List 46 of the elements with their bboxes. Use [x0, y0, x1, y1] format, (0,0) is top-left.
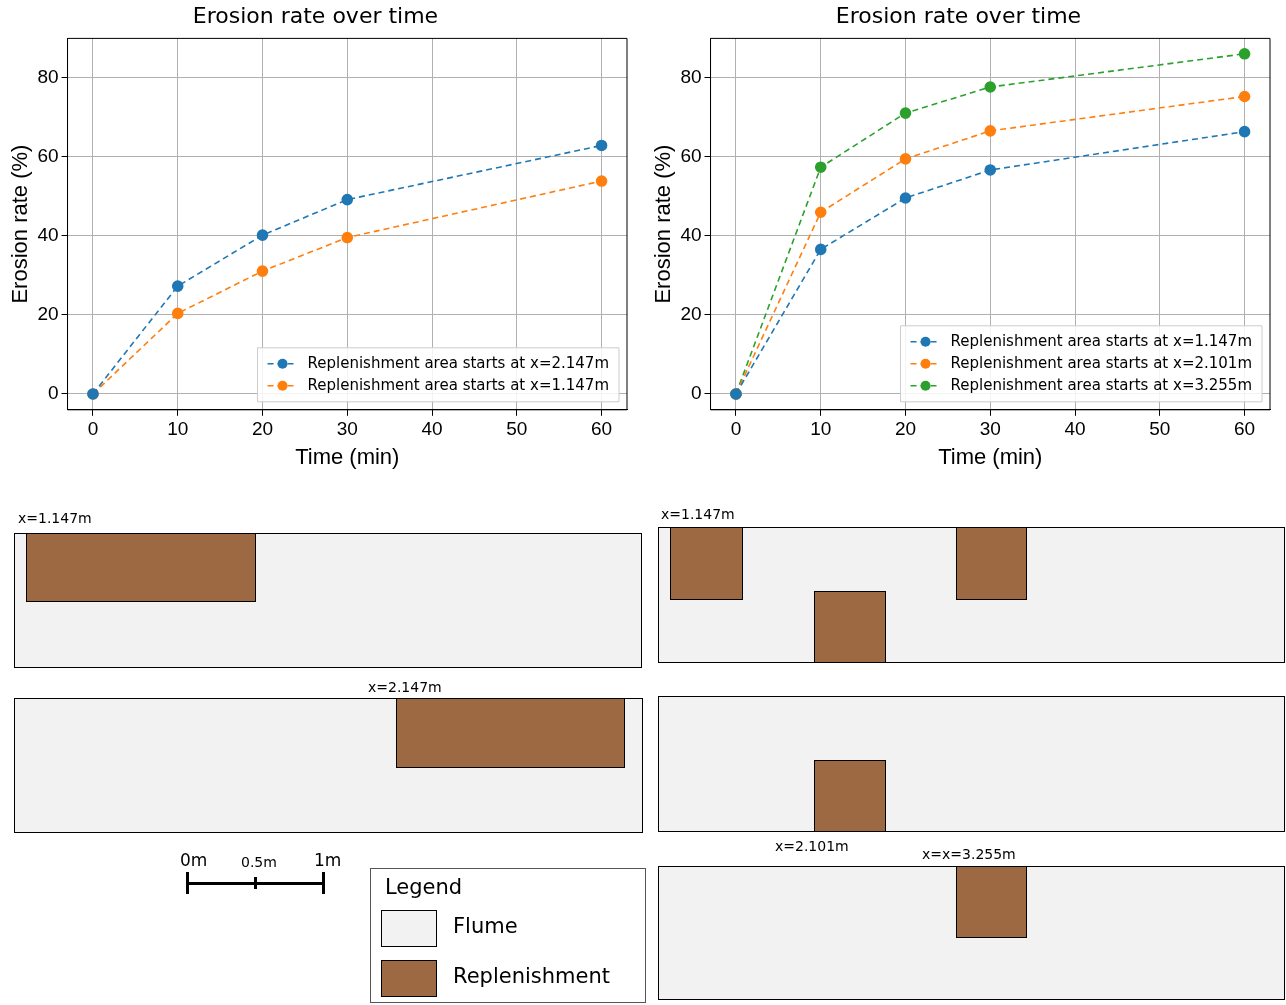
legend-label: Replenishment area starts at x=1.147m: [950, 331, 1252, 350]
legend-label: Replenishment area starts at x=3.255m: [950, 375, 1252, 394]
y-tick-label: 20: [680, 303, 702, 325]
text: 0m: [180, 850, 208, 870]
x-tick-label: 60: [1234, 418, 1256, 440]
x-axis-title: Time (min): [938, 443, 1043, 469]
x-tick-label: 0: [730, 418, 742, 440]
x-tick-label: 50: [1149, 418, 1171, 440]
x-tick-label: 10: [810, 418, 832, 440]
x-tick-label: 40: [421, 418, 443, 440]
legend-label: Replenishment area starts at x=2.101m: [950, 353, 1252, 372]
y-tick-label: 0: [47, 382, 59, 404]
x-tick-label: 0: [87, 418, 99, 440]
text: 1m: [314, 850, 342, 870]
text: x=x=3.255m: [922, 846, 1016, 862]
text: x=1.147m: [661, 506, 735, 522]
y-axis-title: Erosion rate (%): [650, 144, 676, 304]
legend-label: Replenishment area starts at x=2.147m: [307, 353, 609, 372]
x-tick-label: 30: [336, 418, 358, 440]
category-label: Replenishment: [453, 964, 610, 988]
text: 0.5m: [241, 854, 277, 870]
x-tick-label: 60: [591, 418, 613, 440]
legend-title: Legend: [385, 875, 463, 899]
y-tick-label: 60: [37, 145, 59, 167]
x-tick-label: 20: [894, 418, 917, 440]
x-tick-label: 50: [506, 418, 528, 440]
x-tick-label: 10: [167, 418, 189, 440]
x-axis-title: Time (min): [295, 443, 400, 469]
category-label: Flume: [453, 914, 518, 938]
y-tick-label: 40: [37, 224, 59, 246]
x-tick-label: 30: [979, 418, 1001, 440]
y-tick-label: 80: [680, 66, 702, 88]
y-tick-label: 60: [680, 145, 702, 167]
y-axis-title: Erosion rate (%): [7, 144, 33, 304]
y-tick-label: 20: [37, 303, 59, 325]
y-tick-label: 40: [680, 224, 702, 246]
text: x=2.147m: [368, 679, 442, 695]
text: x=1.147m: [18, 510, 92, 526]
x-tick-label: 40: [1064, 418, 1086, 440]
chart-title: Erosion rate over time: [835, 2, 1082, 28]
y-tick-label: 80: [37, 66, 59, 88]
text: x=2.101m: [775, 838, 849, 854]
legend-label: Replenishment area starts at x=1.147m: [307, 375, 609, 394]
y-tick-label: 0: [690, 382, 702, 404]
chart-title: Erosion rate over time: [192, 2, 439, 28]
x-tick-label: 20: [251, 418, 274, 440]
